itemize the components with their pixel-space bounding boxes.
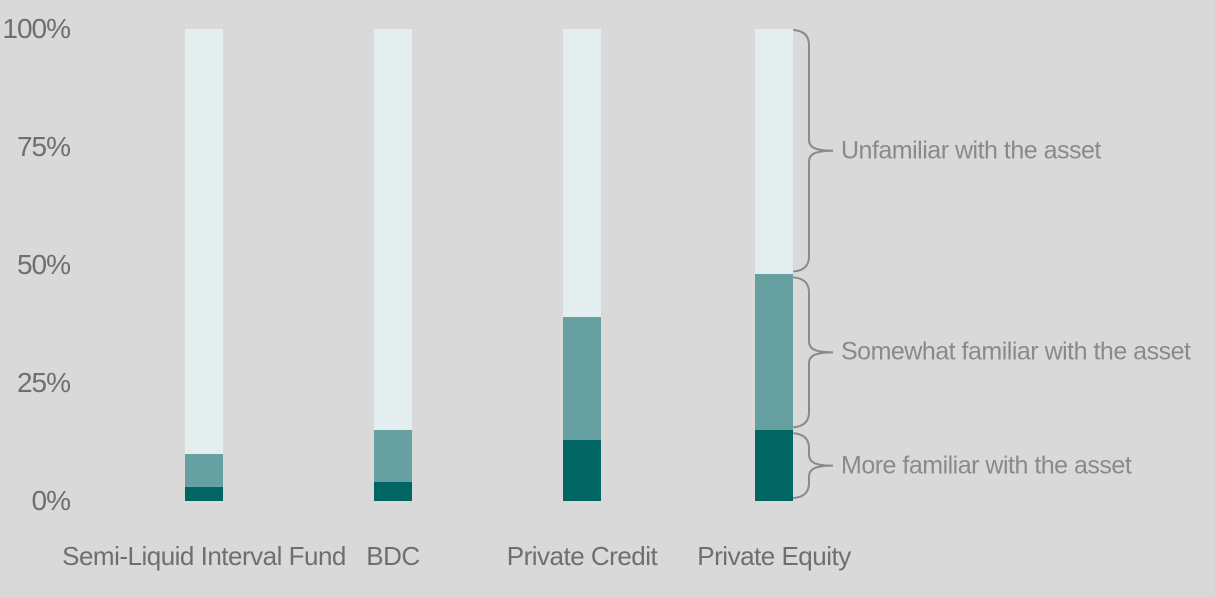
brace-label-1: Somewhat familiar with the asset [841,337,1191,366]
y-axis-tick-label-0: 0% [31,485,71,516]
bar-segment-series-1-category-2 [563,316,601,440]
bar-segment-series-1-category-1 [374,430,412,483]
category-label-3: Private Equity [697,541,851,571]
bar-segment-series-1-category-3 [755,274,793,431]
bar-segment-series-0-category-3 [755,430,793,501]
brace-icon-1 [793,276,834,429]
brace-label-2: More familiar with the asset [841,451,1132,480]
bar-segment-series-2-category-3 [755,29,793,275]
bar-segment-series-1-category-0 [185,453,223,487]
bar-segment-series-0-category-1 [374,482,412,501]
y-axis-tick-label-4: 100% [2,13,71,44]
bar-segment-series-2-category-1 [374,29,412,431]
bar-segment-series-2-category-0 [185,29,223,454]
brace-label-0: Unfamiliar with the asset [841,136,1101,165]
category-label-0: Semi-Liquid Interval Fund [62,541,346,571]
bar-segment-series-0-category-0 [185,486,223,501]
brace-icon-0 [793,29,834,273]
y-axis-tick-label-1: 25% [16,367,71,398]
brace-icon-2 [793,432,834,499]
bar-segment-series-2-category-2 [563,29,601,317]
bar-segment-series-0-category-2 [563,439,601,501]
category-label-1: BDC [366,541,420,571]
y-axis-tick-label-3: 75% [16,131,71,162]
category-label-2: Private Credit [506,541,658,571]
y-axis-tick-label-2: 50% [16,249,71,280]
